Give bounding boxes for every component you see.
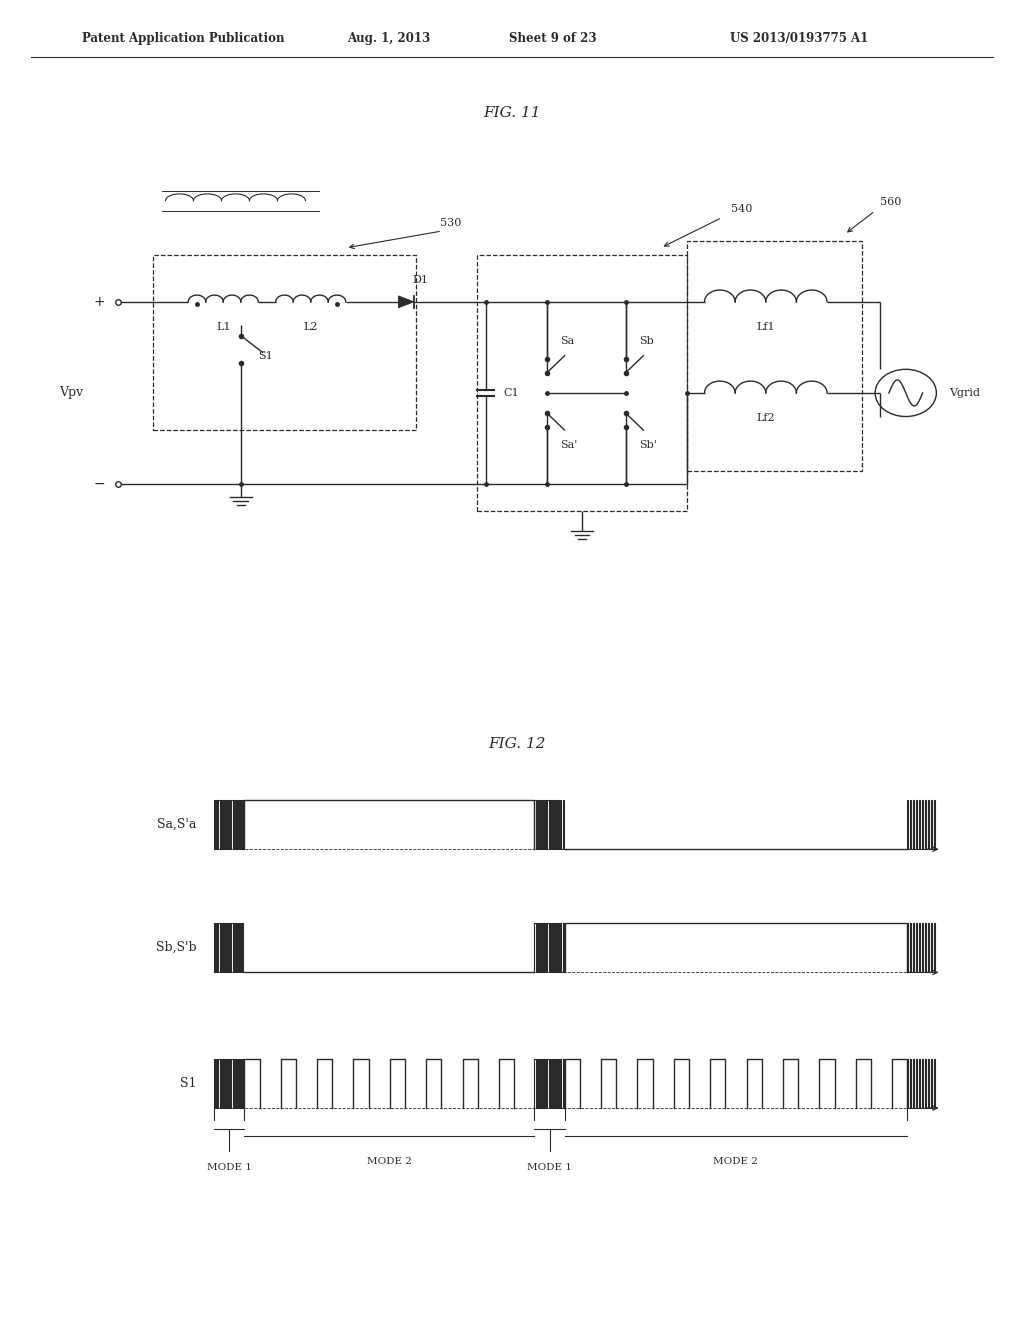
Text: MODE 2: MODE 2	[714, 1158, 758, 1166]
Text: Lf2: Lf2	[757, 413, 775, 424]
Text: Sb': Sb'	[639, 440, 656, 450]
Text: 530: 530	[440, 218, 462, 227]
Text: Sa': Sa'	[560, 440, 578, 450]
Text: Vgrid: Vgrid	[949, 388, 981, 397]
Text: D1: D1	[412, 275, 428, 285]
Text: S1: S1	[258, 351, 273, 360]
Bar	[154, 255, 416, 430]
Text: +: +	[93, 294, 105, 309]
Text: L2: L2	[303, 322, 318, 333]
Text: 540: 540	[731, 205, 753, 214]
Text: L1: L1	[216, 322, 230, 333]
Text: Aug. 1, 2013: Aug. 1, 2013	[347, 32, 431, 45]
Text: Lf1: Lf1	[757, 322, 775, 333]
Text: Sa: Sa	[560, 335, 574, 346]
Text: MODE 2: MODE 2	[367, 1158, 412, 1166]
Text: Sb: Sb	[639, 335, 653, 346]
Text: S1: S1	[180, 1077, 197, 1090]
Text: Sa,S'a: Sa,S'a	[158, 818, 197, 832]
Text: −: −	[93, 477, 105, 491]
Text: 560: 560	[880, 198, 901, 207]
Text: FIG. 11: FIG. 11	[483, 106, 541, 120]
Text: Sheet 9 of 23: Sheet 9 of 23	[509, 32, 597, 45]
Text: C1: C1	[503, 388, 519, 397]
Text: Sb,S'b: Sb,S'b	[157, 941, 197, 954]
Text: FIG. 12: FIG. 12	[488, 738, 546, 751]
Text: MODE 1: MODE 1	[207, 1163, 252, 1172]
Polygon shape	[398, 296, 414, 308]
Text: Vpv: Vpv	[59, 387, 83, 400]
Text: US 2013/0193775 A1: US 2013/0193775 A1	[729, 32, 868, 45]
Text: MODE 1: MODE 1	[527, 1163, 572, 1172]
Bar	[687, 242, 862, 470]
Bar	[477, 255, 687, 511]
Text: Patent Application Publication: Patent Application Publication	[82, 32, 285, 45]
